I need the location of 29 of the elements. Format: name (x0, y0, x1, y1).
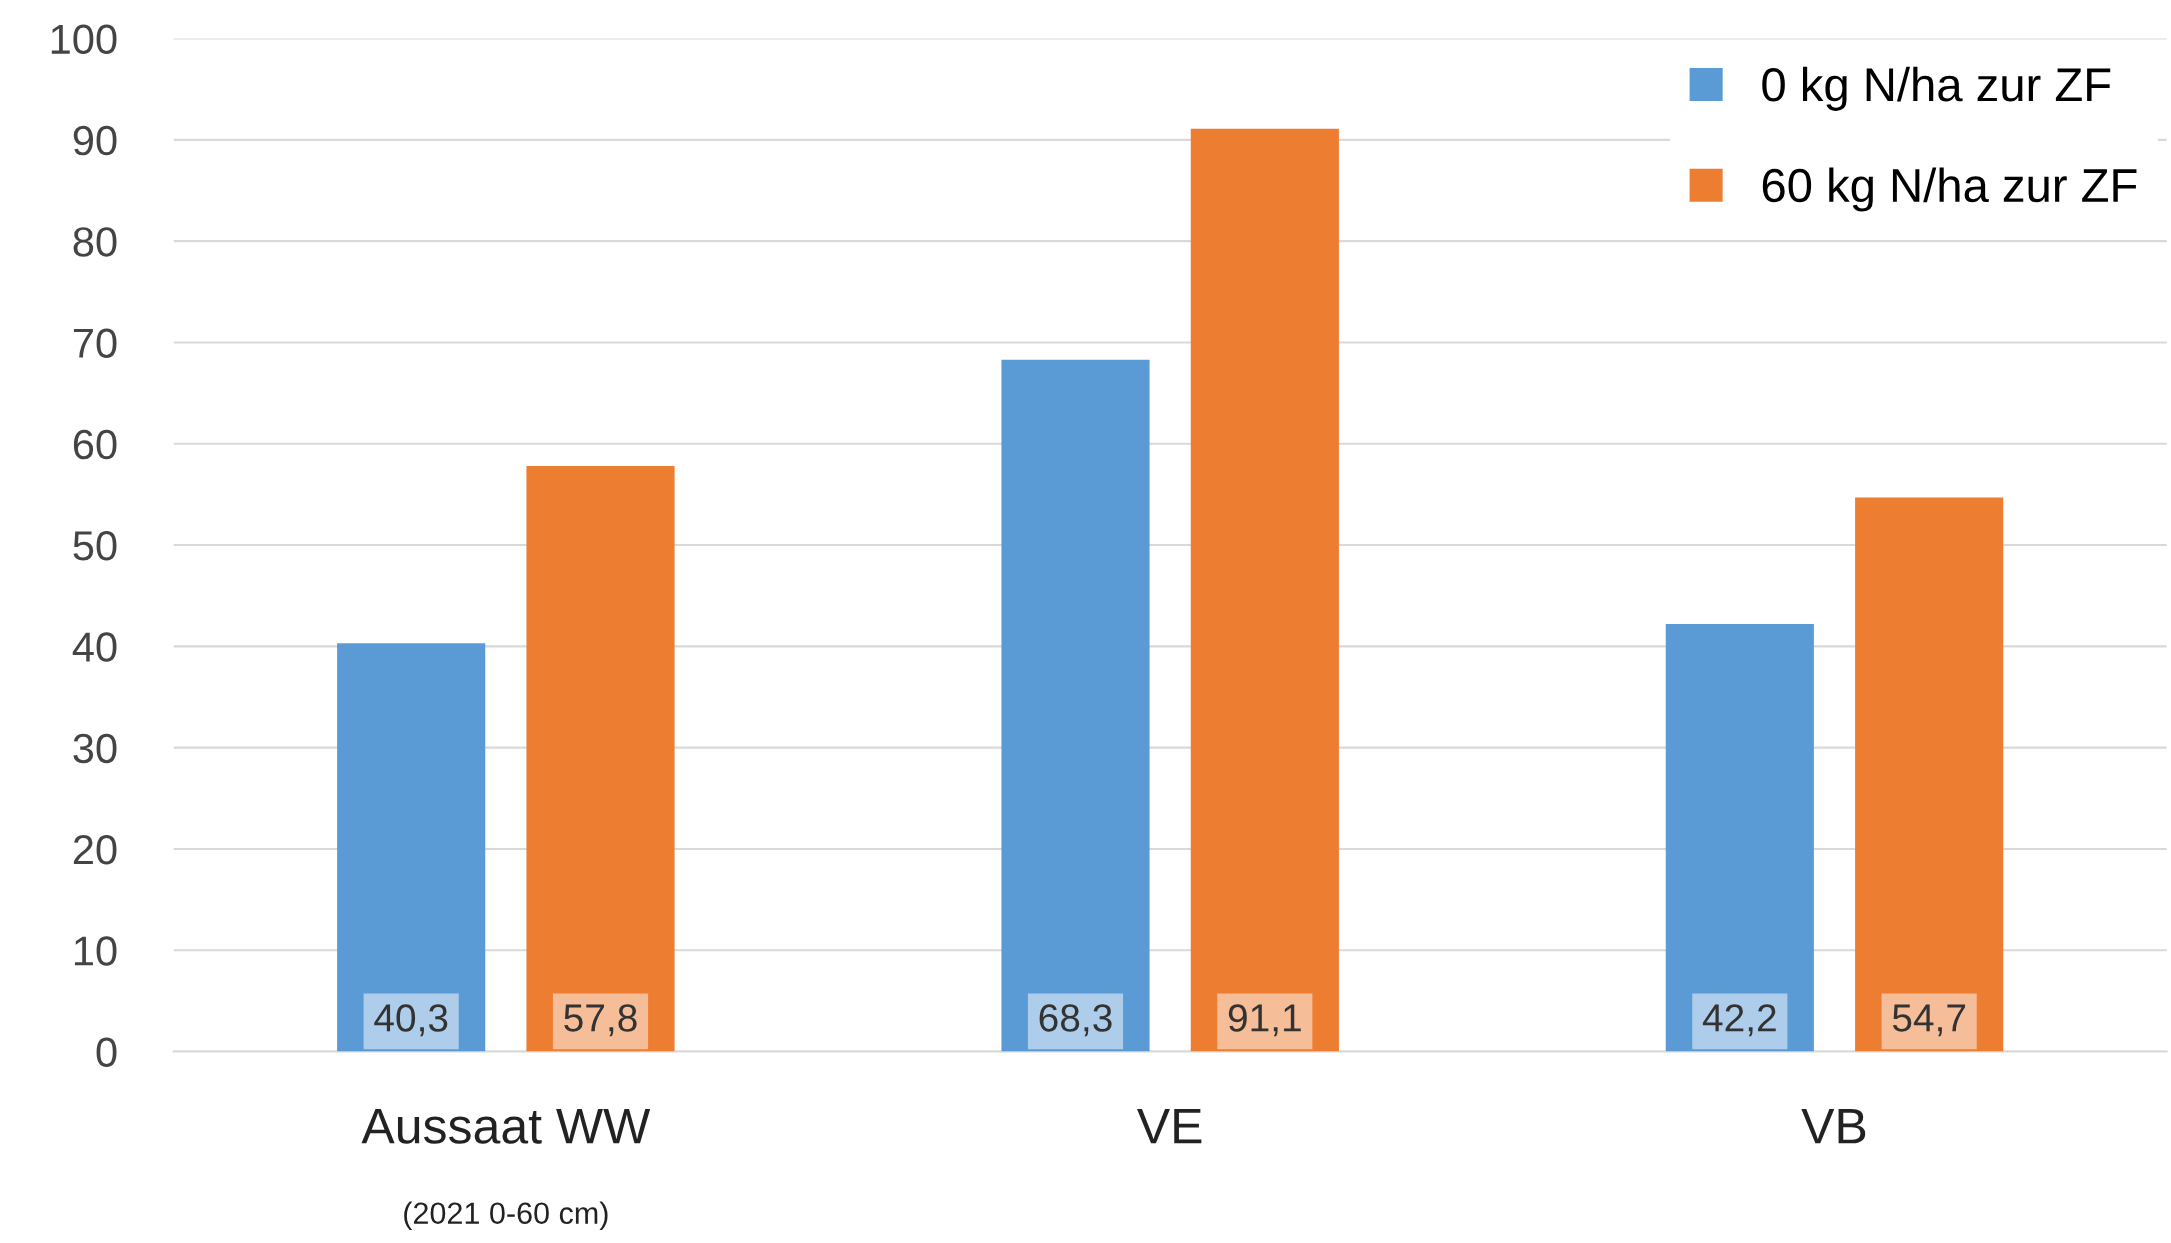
data-label: 57,8 (564, 1004, 637, 1037)
bar (1855, 497, 2004, 1052)
y-tick-label: 90 (73, 125, 117, 156)
x-tick-label: VE (1137, 1108, 1202, 1144)
legend-label: 0 kg N/ha zur ZF (1762, 66, 2111, 111)
text: (2021 0-60 cm) (404, 1201, 608, 1231)
y-tick-label: 50 (73, 531, 117, 561)
data-label: 40,3 (374, 1004, 448, 1037)
data-label: 54,7 (1892, 1004, 1966, 1037)
y-tick-label: 10 (74, 936, 117, 966)
y-tick-label: 80 (73, 227, 117, 257)
x-tick-label: Aussaat WW (361, 1108, 651, 1144)
bar (526, 466, 675, 1052)
y-tick-label: 30 (73, 733, 117, 764)
data-label: 68,3 (1039, 1004, 1112, 1037)
x-tick-label: VB (1801, 1108, 1866, 1144)
bar (1001, 359, 1150, 1052)
bar (1190, 128, 1339, 1052)
data-label: 91,1 (1228, 1004, 1301, 1037)
bar (337, 643, 486, 1052)
y-tick-label: 20 (73, 834, 117, 865)
data-label: 42,2 (1702, 1004, 1776, 1037)
y-tick-label: 40 (72, 632, 117, 662)
y-tick-label: 60 (73, 429, 117, 460)
y-tick-label: 100 (51, 24, 117, 55)
y-tick-label: 70 (73, 328, 117, 358)
bar (1665, 624, 1814, 1052)
y-tick-label: 0 (96, 1037, 117, 1068)
legend-label: 60 kg N/ha zur ZF (1762, 167, 2137, 212)
